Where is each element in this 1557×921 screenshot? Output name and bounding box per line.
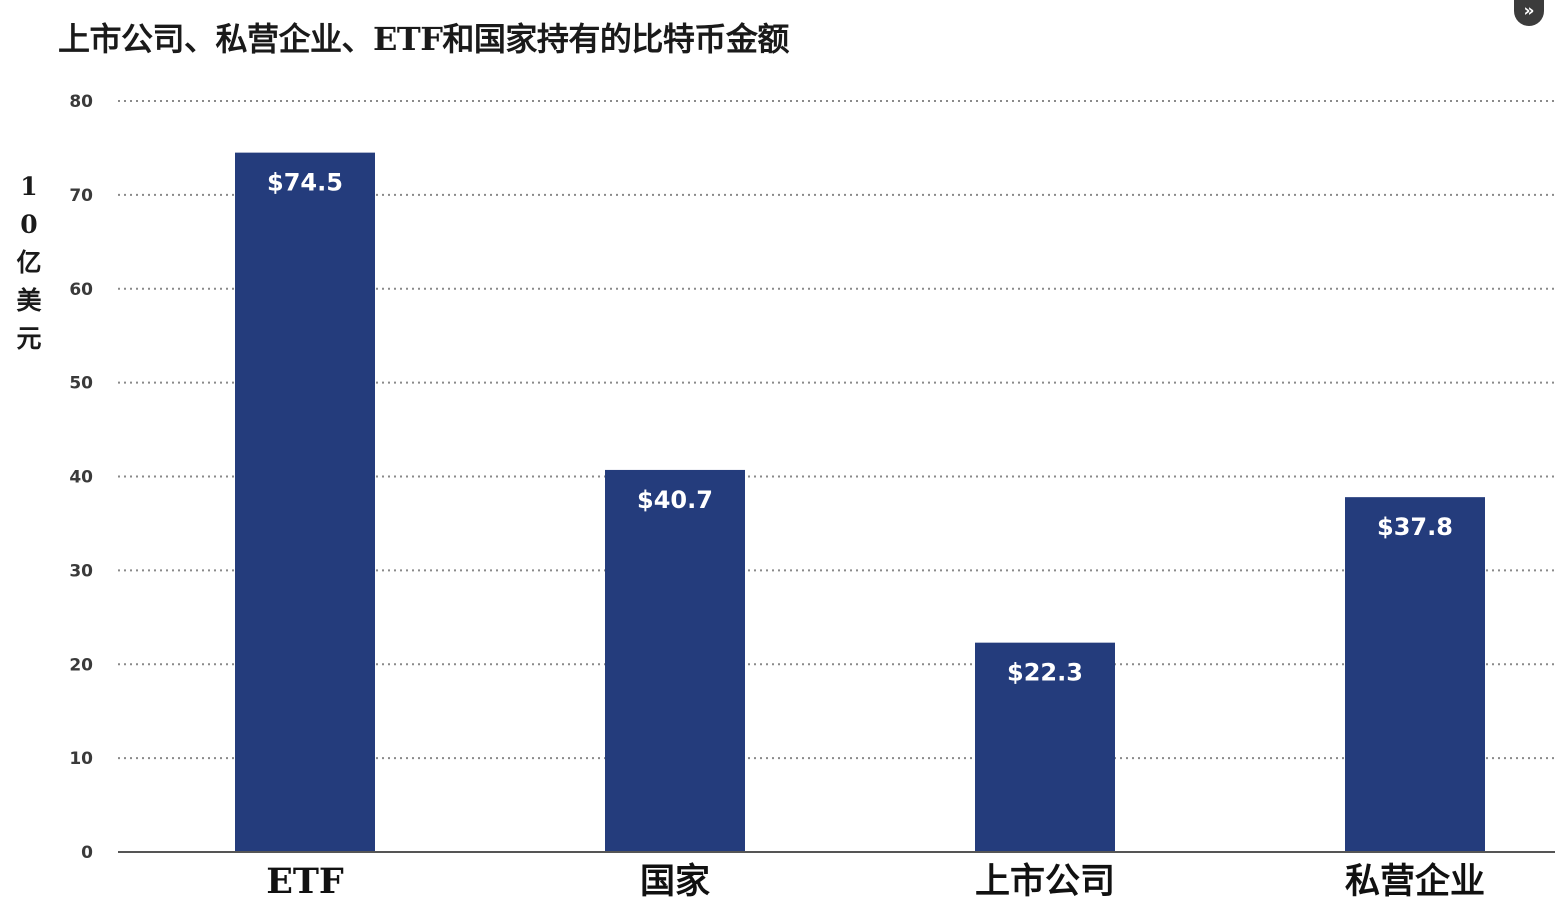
bar-2: [605, 469, 745, 852]
y-axis-ticks: 0 10 20 30 40 50 60 70 80: [69, 92, 93, 863]
y-tick-label: 40: [69, 468, 93, 488]
y-tick-label: 80: [69, 92, 93, 112]
y-tick-label: 60: [69, 280, 93, 300]
y-axis-label: 10亿美元: [16, 172, 42, 353]
y-tick-label: 50: [69, 374, 93, 394]
y-tick-label: 70: [69, 186, 93, 206]
bar-3: [975, 642, 1115, 852]
bar-data-label: $22.3: [1007, 659, 1083, 687]
bar-data-label: $74.5: [267, 169, 343, 197]
bars: $74.5 $40.7 $22.3 $37.8: [235, 152, 1485, 853]
x-tick-label: 国家: [640, 861, 710, 902]
y-tick-label: 0: [81, 843, 93, 863]
x-tick-label: 私营企业: [1345, 861, 1485, 902]
y-tick-label: 10: [69, 749, 93, 769]
bar-4: [1345, 497, 1485, 852]
x-axis-ticks: ETF 国家 上市公司 私营企业: [266, 861, 1485, 902]
chart-title: 上市公司、私营企业、ETF和国家持有的比特币金额: [58, 20, 789, 58]
y-tick-label: 30: [69, 561, 93, 581]
x-tick-label: 上市公司: [975, 861, 1115, 902]
double-chevron-right-icon[interactable]: »: [1514, 0, 1544, 26]
bar-data-label: $40.7: [637, 486, 713, 514]
bar-1: [235, 152, 375, 853]
x-tick-label: ETF: [266, 861, 344, 902]
y-tick-label: 20: [69, 655, 93, 675]
bar-data-label: $37.8: [1377, 513, 1453, 541]
